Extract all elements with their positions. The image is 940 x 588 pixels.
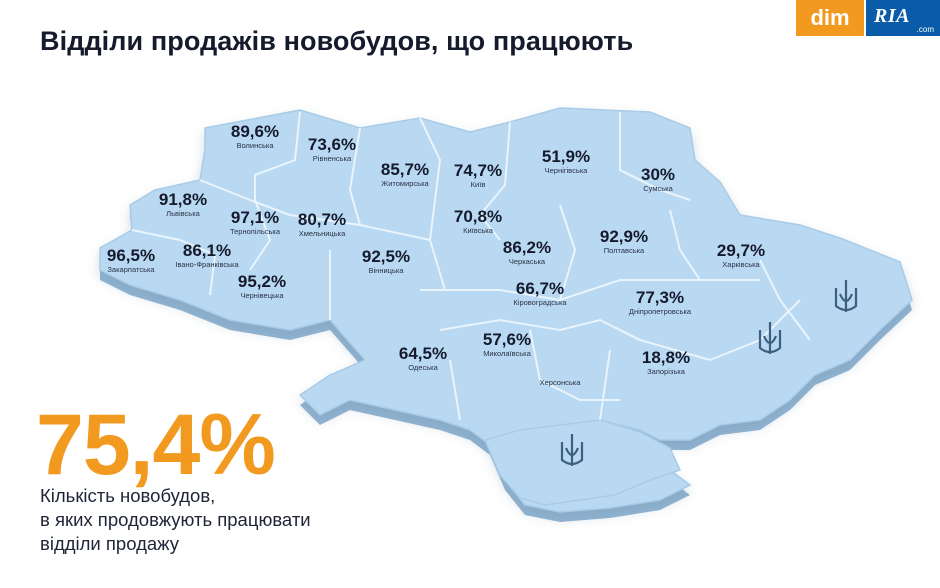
region-value-vinnytsia: 92,5% — [362, 247, 410, 266]
region-name-sumy: Сумська — [643, 184, 673, 193]
caption-line: в яких продовжують працювати — [40, 509, 311, 530]
region-value-chernihiv: 51,9% — [542, 147, 590, 166]
region-name-kherson: Херсонська — [540, 378, 582, 387]
region-value-ivano-frankivsk: 86,1% — [183, 241, 231, 260]
region-value-ternopil: 97,1% — [231, 208, 279, 227]
region-value-kharkiv: 29,7% — [717, 241, 765, 260]
region-name-kyiv-city: Київ — [471, 180, 486, 189]
region-name-ternopil: Тернопільська — [230, 227, 281, 236]
region-name-kyiv-oblast: Київська — [463, 226, 494, 235]
region-value-lviv: 91,8% — [159, 190, 207, 209]
region-value-poltava: 92,9% — [600, 227, 648, 246]
region-name-volyn: Волинська — [237, 141, 275, 150]
region-name-dnipro: Дніпропетровська — [629, 307, 692, 316]
region-value-kirovohrad: 66,7% — [516, 279, 564, 298]
region-name-khmelnytskyi: Хмельницька — [299, 229, 346, 238]
caption: Кількість новобудов, в яких продовжують … — [40, 484, 311, 556]
trident-icon — [834, 280, 858, 312]
trident-icon — [758, 322, 782, 354]
headline-value: 75,4% — [36, 397, 276, 493]
region-value-volyn: 89,6% — [231, 122, 279, 141]
crimea-surface — [483, 419, 682, 506]
region-value-khmelnytskyi: 80,7% — [298, 210, 346, 229]
region-name-cherkasy: Черкаська — [509, 257, 546, 266]
region-value-zakarpattia: 96,5% — [107, 246, 155, 265]
caption-line: відділи продажу — [40, 533, 180, 554]
region-value-kyiv-city: 74,7% — [454, 161, 502, 180]
region-name-zhytomyr: Житомирська — [381, 179, 429, 188]
region-value-cherkasy: 86,2% — [503, 238, 551, 257]
region-value-chernivtsi: 95,2% — [238, 272, 286, 291]
ria-logo[interactable]: RIA .com — [866, 0, 940, 36]
region-labels: 89,6%Волинська 73,6%Рівненська 85,7%Житоми… — [107, 122, 765, 387]
trident-icon — [560, 434, 584, 466]
region-name-lviv: Львівська — [166, 209, 200, 218]
region-name-kirovohrad: Кіровоградська — [513, 298, 567, 307]
region-value-rivne: 73,6% — [308, 135, 356, 154]
region-name-rivne: Рівненська — [313, 154, 352, 163]
caption-line: Кількість новобудов, — [40, 485, 216, 506]
region-name-poltava: Полтавська — [604, 246, 645, 255]
region-name-odesa: Одеська — [408, 363, 438, 372]
region-name-zakarpattia: Закарпатська — [107, 265, 155, 274]
region-value-zhytomyr: 85,7% — [381, 160, 429, 179]
region-value-dnipro: 77,3% — [636, 288, 684, 307]
region-borders — [131, 111, 811, 421]
region-value-sumy: 30% — [641, 165, 675, 184]
region-name-mykolaiv: Миколаївська — [483, 349, 531, 358]
region-name-chernihiv: Чернігівська — [545, 166, 589, 175]
dim-logo[interactable]: dim — [796, 0, 864, 36]
region-value-mykolaiv: 57,6% — [483, 330, 531, 349]
region-name-chernivtsi: Чернівецька — [240, 291, 284, 300]
region-name-kharkiv: Харківська — [722, 260, 760, 269]
page-title: Відділи продажів новобудов, що працюють — [40, 26, 634, 56]
region-value-kyiv-oblast: 70,8% — [454, 207, 502, 226]
ria-logo-text: RIA — [874, 5, 910, 27]
region-value-zaporizhzhia: 18,8% — [642, 348, 690, 367]
region-value-odesa: 64,5% — [399, 344, 447, 363]
ria-logo-domain: .com — [916, 25, 934, 34]
region-name-vinnytsia: Вінницька — [369, 266, 405, 275]
region-name-zaporizhzhia: Запорізька — [647, 367, 686, 376]
region-name-ivano-frankivsk: Івано-Франківська — [175, 260, 239, 269]
